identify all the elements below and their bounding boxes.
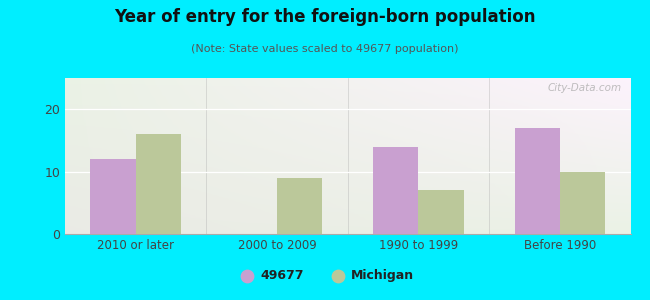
Bar	[419, 190, 463, 234]
Bar	[136, 134, 181, 234]
Bar	[90, 159, 136, 234]
Bar	[560, 172, 605, 234]
Bar	[373, 147, 419, 234]
Text: City-Data.com: City-Data.com	[548, 83, 622, 93]
Bar	[277, 178, 322, 234]
Text: Year of entry for the foreign-born population: Year of entry for the foreign-born popul…	[114, 8, 536, 26]
Bar	[515, 128, 560, 234]
Text: 49677: 49677	[260, 269, 304, 282]
Text: (Note: State values scaled to 49677 population): (Note: State values scaled to 49677 popu…	[191, 44, 459, 53]
Text: Michigan: Michigan	[351, 269, 414, 282]
